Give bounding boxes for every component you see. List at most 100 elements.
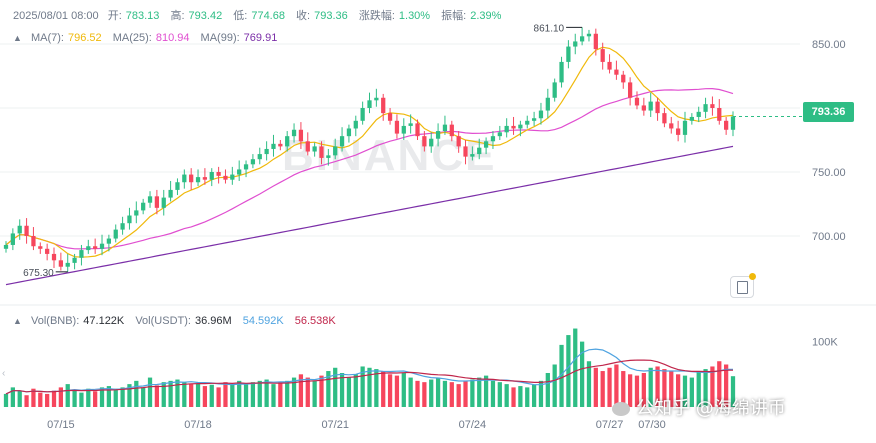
volume-bar (566, 335, 571, 407)
candle-body (209, 172, 214, 180)
change-value: 1.30% (398, 10, 431, 22)
time-tick-label: 07/21 (321, 419, 349, 431)
candle-body (10, 233, 15, 245)
candle-body (189, 174, 194, 183)
candle-body (518, 124, 523, 129)
volume-bar (422, 382, 427, 407)
volume-bar (24, 395, 29, 407)
candle-body (525, 120, 530, 125)
candle-body (99, 243, 105, 249)
volume-bar (655, 366, 660, 407)
volume-bar (93, 391, 98, 407)
volume-bar (326, 371, 331, 407)
candle-body (367, 100, 372, 108)
volume-bar (312, 380, 317, 407)
low-value: 774.68 (251, 10, 285, 22)
vol-bnb-value: 47.122K (83, 315, 125, 327)
candle-body (134, 210, 139, 216)
collapse-caret-icon[interactable]: ▲ (13, 33, 22, 43)
candle-body (607, 61, 612, 70)
price-tick-label: 700.00 (812, 231, 846, 243)
candle-body (703, 104, 708, 112)
notification-dot (749, 273, 756, 280)
volume-bar (298, 374, 304, 407)
volume-bar (662, 369, 667, 407)
candle-body (38, 246, 43, 249)
volume-bar (305, 377, 310, 407)
volume-legend[interactable]: ▲ Vol(BNB): 47.122K Vol(USDT): 36.96M 54.5… (13, 315, 344, 327)
volume-bar (689, 377, 694, 407)
ma-legend[interactable]: ▲ MA(7): 796.52 MA(25): 810.94 MA(99): 769.… (13, 32, 285, 44)
volume-bar (641, 373, 646, 407)
candle-body (676, 128, 681, 135)
price-tick-label: 750.00 (812, 167, 846, 179)
volume-bar (504, 384, 509, 407)
current-price-badge: 793.36 (803, 102, 854, 122)
candle-body (346, 128, 352, 137)
volume-bar (470, 379, 475, 407)
candle-body (717, 108, 722, 121)
vol-usdt-value: 36.96M (194, 315, 232, 327)
candle-body (621, 74, 626, 83)
candle-body (552, 82, 557, 98)
volume-bar (278, 382, 283, 407)
volume-bar (58, 387, 63, 407)
document-icon (737, 281, 748, 294)
volume-bar (415, 380, 420, 407)
candle-body (319, 146, 324, 158)
vol-ma1-path (5, 348, 733, 395)
candle-body (566, 46, 571, 62)
candle-body (278, 143, 283, 147)
candle-body (223, 175, 228, 180)
candle-body (17, 225, 22, 234)
volume-bar (463, 380, 468, 407)
candle-body (710, 104, 715, 108)
candle-body (696, 111, 701, 117)
volume-bar (703, 369, 708, 407)
candle-body (106, 238, 112, 244)
candle-body (120, 223, 125, 230)
chevron-left-icon[interactable]: ‹ (2, 368, 6, 379)
volume-bar (250, 382, 256, 407)
candle-body (449, 124, 454, 137)
candle-body (45, 248, 50, 254)
volume-bar (106, 386, 112, 407)
volume-bar (319, 375, 324, 407)
candle-body (113, 229, 118, 239)
volume-bar (634, 375, 640, 407)
ohlc-date: 2025/08/01 08:00 (13, 10, 99, 22)
candle-body (168, 189, 173, 198)
ma99-label: MA(99): (200, 32, 240, 44)
volume-ma-lines (5, 348, 733, 395)
volume-bar (86, 388, 91, 407)
candle-body (682, 120, 688, 135)
volume-bar (367, 367, 372, 407)
notes-button[interactable] (730, 273, 756, 298)
volume-bar (237, 380, 242, 407)
ma25-line (5, 87, 734, 250)
volume-bar (353, 374, 358, 407)
volume-bar (518, 386, 523, 407)
candle-body (593, 33, 598, 50)
volume-bar (45, 393, 50, 407)
close-value: 793.36 (314, 10, 348, 22)
candle-body (305, 141, 310, 152)
volume-bar (202, 386, 208, 407)
candle-body (93, 246, 98, 249)
volume-bar (579, 341, 585, 407)
open-label: 开: (107, 10, 122, 22)
volume-bar (627, 374, 633, 407)
volume-bar (168, 380, 173, 407)
candle-body (147, 196, 153, 203)
volume-bar (51, 390, 57, 407)
open-value: 783.13 (125, 10, 160, 22)
candle-body (435, 131, 441, 139)
change-label: 涨跌幅: (358, 10, 395, 22)
candle-body (195, 177, 201, 183)
collapse-caret-icon[interactable]: ▲ (13, 316, 22, 326)
volume-bar (161, 382, 166, 407)
amplitude-label: 振幅: (441, 10, 467, 22)
volume-bar (189, 384, 194, 407)
